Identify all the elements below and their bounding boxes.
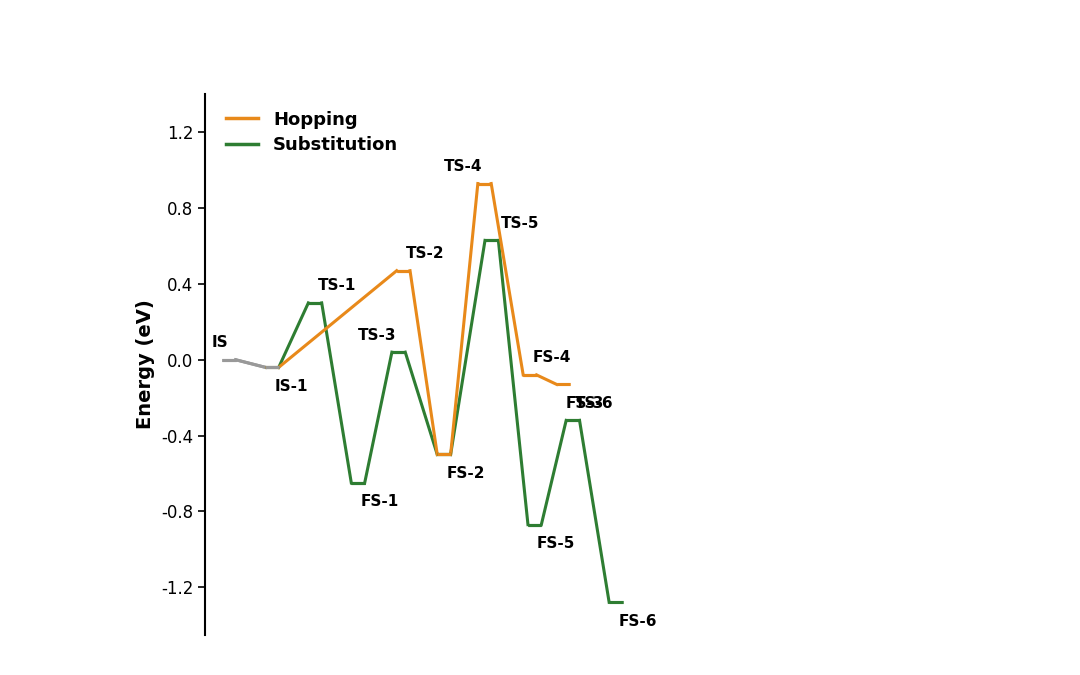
Text: FS-5: FS-5 [537,536,576,551]
Legend: Hopping, Substitution: Hopping, Substitution [219,103,405,161]
Text: TS-1: TS-1 [318,279,355,294]
Text: FS-4: FS-4 [532,350,570,365]
Text: IS: IS [212,335,228,350]
Text: TS-4: TS-4 [444,159,482,174]
Text: FS-3: FS-3 [566,396,604,411]
Text: FS-1: FS-1 [361,494,399,510]
Text: TS-5: TS-5 [501,216,540,231]
Text: TS-6: TS-6 [576,396,613,411]
Text: FS-6: FS-6 [618,614,657,628]
Text: TS-3: TS-3 [357,327,396,343]
Text: TS-2: TS-2 [406,246,444,261]
Y-axis label: Energy (eV): Energy (eV) [136,300,156,429]
Text: IS-1: IS-1 [274,379,308,394]
Text: FS-2: FS-2 [446,466,485,481]
